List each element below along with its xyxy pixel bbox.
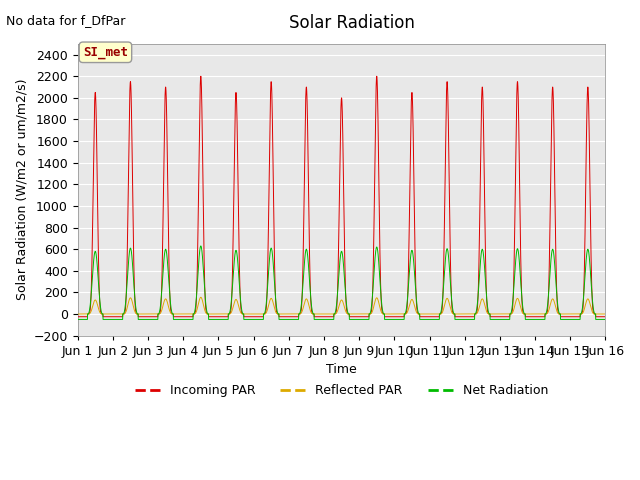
Text: Solar Radiation: Solar Radiation — [289, 14, 415, 33]
Text: No data for f_DfPar: No data for f_DfPar — [6, 14, 126, 27]
Legend: Incoming PAR, Reflected PAR, Net Radiation: Incoming PAR, Reflected PAR, Net Radiati… — [130, 379, 553, 402]
Text: SI_met: SI_met — [83, 46, 128, 59]
Y-axis label: Solar Radiation (W/m2 or um/m2/s): Solar Radiation (W/m2 or um/m2/s) — [15, 79, 28, 300]
X-axis label: Time: Time — [326, 363, 357, 376]
